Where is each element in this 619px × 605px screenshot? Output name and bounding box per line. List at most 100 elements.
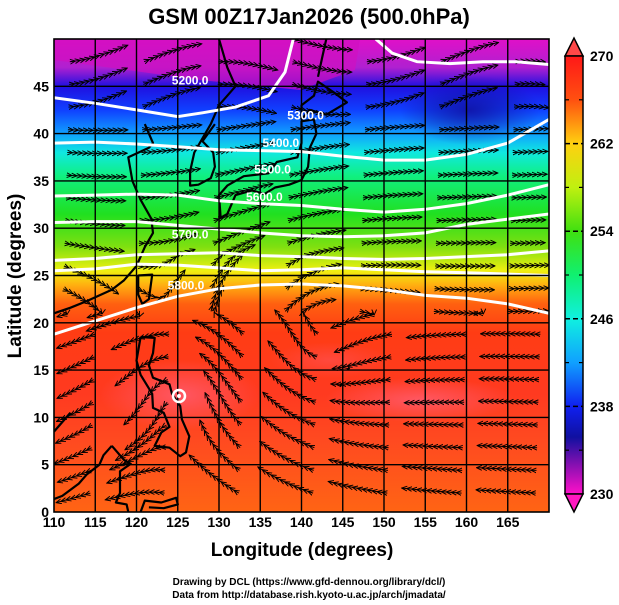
y-tick-label: 45: [33, 78, 49, 94]
streamline: [330, 419, 390, 425]
streamline: [331, 311, 374, 328]
streamline: [275, 310, 317, 357]
streamline: [435, 243, 495, 244]
y-tick-label: 30: [33, 220, 49, 236]
warm-patch: [325, 378, 515, 422]
x-tick-label: 125: [166, 514, 190, 530]
streamline: [512, 151, 548, 152]
coastline: [54, 411, 72, 433]
streamline: [57, 402, 93, 421]
streamline: [56, 425, 92, 443]
y-tick-label: 0: [41, 504, 49, 520]
streamline: [66, 175, 126, 177]
streamline: [116, 357, 169, 386]
streamline: [69, 91, 127, 107]
streamline: [510, 243, 545, 244]
plot-frame: [53, 38, 550, 513]
streamline: [515, 84, 545, 85]
contour-line: [374, 39, 549, 66]
streamline: [190, 455, 239, 493]
streamline: [214, 184, 272, 198]
colorbar: 270 262 254 246 238 230: [563, 36, 614, 514]
contour-label: 5300.0: [287, 108, 324, 122]
x-tick-label: 130: [207, 514, 231, 530]
gridlines: [54, 39, 549, 512]
streamline: [57, 357, 94, 374]
streamline: [433, 311, 484, 313]
cold-anomaly: [400, 75, 540, 145]
colorbar-tick-label: 262: [590, 136, 614, 152]
streamline: [480, 379, 540, 380]
y-tick-label: 15: [33, 362, 49, 378]
contour-line: [54, 212, 549, 239]
contour-line: [54, 262, 549, 277]
streamline: [143, 66, 200, 85]
streamline: [434, 289, 494, 290]
streamline: [477, 468, 537, 471]
streamline: [404, 445, 463, 448]
x-tick-label: 110: [43, 514, 66, 530]
streamline: [406, 357, 466, 360]
coastline: [135, 335, 191, 458]
streamline: [366, 70, 424, 84]
contour-label: 5400.0: [263, 136, 300, 150]
x-tick-label: 165: [496, 514, 520, 530]
streamline: [293, 62, 352, 72]
colorbar-tick-label: 238: [590, 398, 614, 414]
streamline: [65, 243, 124, 251]
streamline: [367, 48, 425, 62]
y-axis-label: Latitude (degrees): [5, 194, 26, 359]
streamline: [58, 470, 91, 482]
streamline: [402, 488, 462, 493]
streamline: [513, 106, 549, 107]
coastline: [54, 445, 113, 501]
y-tick-label: 10: [33, 409, 49, 425]
streamline: [67, 153, 126, 154]
streamline: [214, 204, 272, 221]
streamline: [365, 125, 424, 129]
streamline: [437, 173, 497, 175]
streamline: [330, 439, 389, 448]
y-tick-label: 25: [33, 268, 49, 284]
coastline: [137, 273, 154, 305]
y-tick-label: 35: [33, 173, 49, 189]
x-tick-label: 155: [414, 514, 438, 530]
colorbar-tick-label: 246: [590, 311, 614, 327]
streamline: [289, 166, 348, 175]
x-tick-label: 120: [125, 514, 149, 530]
coastline: [189, 39, 237, 187]
streamline: [288, 209, 347, 221]
streamline: [480, 356, 540, 357]
streamline: [364, 148, 423, 153]
streamline: [329, 460, 388, 471]
streamline: [403, 466, 462, 470]
streamline: [363, 194, 422, 198]
streamline: [142, 125, 201, 130]
streamline: [511, 174, 547, 175]
streamline: [510, 220, 546, 221]
y-tick-label: 40: [33, 126, 49, 142]
colorbar-tick-label: 230: [590, 486, 614, 502]
streamline: [479, 401, 539, 402]
streamline: [329, 482, 388, 494]
x-tick-label: 145: [331, 514, 355, 530]
colorbar-tick-label: 254: [590, 223, 614, 239]
streamline: [69, 68, 127, 84]
streamline: [438, 150, 497, 153]
streamline: [509, 265, 549, 266]
streamline: [144, 44, 201, 62]
streamline: [511, 197, 546, 198]
streamline: [216, 122, 275, 130]
streamline: [216, 107, 276, 114]
streamline: [508, 288, 549, 289]
plot-title: GSM 00Z17Jan2026 (500.0hPa): [148, 4, 470, 29]
streamline: [55, 448, 92, 464]
contour-label: 5500.0: [254, 162, 291, 176]
streamline: [218, 62, 277, 70]
contour-label: 5600.0: [246, 190, 283, 204]
x-tick-label: 140: [290, 514, 314, 530]
streamline: [439, 127, 498, 130]
streamline: [481, 334, 541, 335]
x-tick-label: 115: [84, 514, 107, 530]
